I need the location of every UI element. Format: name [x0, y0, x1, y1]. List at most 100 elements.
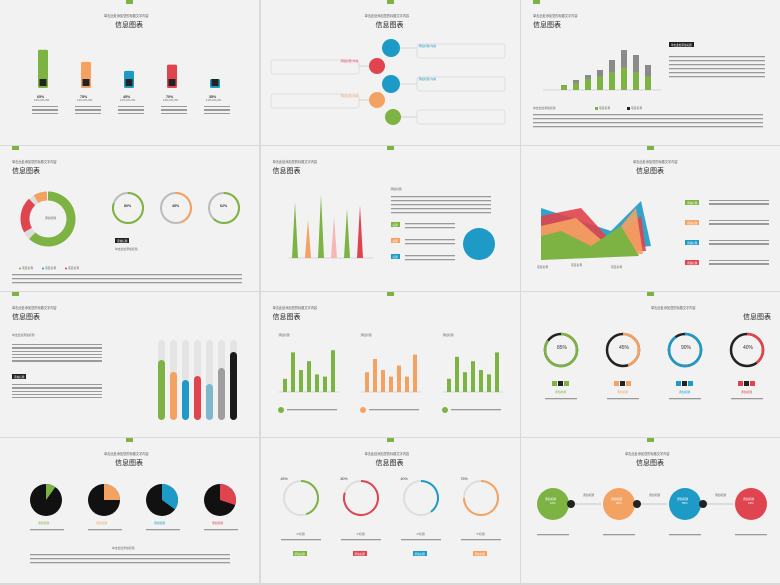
slide-title: 信息图表	[272, 168, 301, 175]
slide-tab	[647, 146, 654, 150]
pie-slice-2	[162, 484, 178, 510]
slide-tab	[12, 146, 19, 150]
arc-pct-3: 75%	[460, 477, 468, 481]
chart-1-bar-3	[388, 376, 393, 392]
gauge-text-0	[545, 398, 577, 400]
gauge-icon-1-2	[626, 381, 631, 386]
slide-12-process-circles[interactable]: 单击此处添加您的标题文字内容 信息图表 添加标题 10% 添加标题 添加标题 30% 添加…	[521, 438, 780, 583]
slide-subtitle: 单击此处添加您的标题文字内容	[533, 14, 578, 18]
slide-subtitle: 单击此处添加您的标题文字内容	[364, 452, 410, 456]
chart-2-bar-3	[470, 361, 475, 392]
spike-chart	[288, 195, 495, 261]
text-lines-2	[12, 384, 102, 400]
process-pct-1: 30%	[616, 501, 622, 505]
chart-icon-0	[277, 407, 284, 413]
bar-icon-0	[39, 79, 47, 86]
legend-a: 项目名称	[599, 106, 611, 110]
slide-subtitle: 单击此处添加您的标题文字内容	[651, 306, 696, 310]
arc-0	[300, 480, 319, 516]
chart-0-bar-4	[314, 374, 319, 392]
bar-pct-2: 45%	[123, 95, 131, 99]
arc-pct-2: 40%	[400, 477, 408, 481]
slide-5-spike-chart[interactable]: 单击此处添加您的标题文字内容 信息图表 添加标题 标题 标题 标题	[260, 146, 520, 291]
slide-title: 信息图表	[375, 22, 404, 29]
process-connector-2	[699, 500, 707, 508]
pie-text-2	[146, 529, 180, 531]
bar-pct-1: 75%	[80, 95, 88, 99]
arc-2	[420, 480, 439, 513]
bar-chart	[38, 49, 220, 88]
slide-tab	[386, 438, 394, 442]
arc-badge-0: 添加标题	[292, 551, 307, 556]
process-title-3: 添加标题	[743, 497, 755, 501]
slide-title: 信息图表	[272, 314, 301, 321]
chart-1-bar-6	[412, 354, 417, 392]
axis-label-3: 项目名称	[611, 265, 623, 269]
chart-1-bar-4	[396, 365, 401, 392]
gauge-pct-0: 85%	[557, 345, 568, 351]
process-title-0: 添加标题	[545, 497, 557, 501]
tag-line	[404, 223, 455, 225]
pie-label-3: 添加标题	[212, 521, 224, 525]
area-tag-1: 添加标题	[685, 220, 700, 225]
slide-9-ring-gauges[interactable]: 单击此处添加您的标题文字内容 信息图表 85% 添加标题 45% 添加标题 90% 添加标…	[521, 292, 780, 437]
text-line	[390, 204, 491, 206]
bar-text-2	[118, 106, 144, 116]
process-text-1	[603, 534, 635, 536]
slide-title: 信息图表	[636, 460, 664, 467]
tag-line	[404, 255, 455, 257]
slide-7-tube-chart[interactable]: 单击此处添加您的标题文字内容 信息图表 单击此处添加标题 添加标题	[0, 292, 259, 437]
slide-2-process-infographic[interactable]: 单击此处添加您的标题文字内容 信息图表 添加标题 内容 添加标题 内容 添加标题…	[260, 0, 520, 145]
footer-line	[12, 278, 242, 280]
slide-tab	[533, 0, 540, 4]
legend-1: 项目名称	[22, 266, 34, 270]
text-line	[390, 196, 491, 198]
slide-4-donut-infographic[interactable]: 单击此处添加您的标题文字内容 信息图表 添加标题 80% 45% 62% 添加标题 …	[0, 146, 259, 291]
green-bar-4	[609, 72, 615, 90]
area-tag-2: 添加标题	[685, 240, 700, 245]
slide-6-3d-area-chart[interactable]: 单击此处添加您的标题文字内容 信息图表 添加标题 添加标题 添加标题 添加标题 项目名…	[521, 146, 780, 291]
legend-2: 项目名称	[45, 266, 57, 270]
slide-3-stacked-bar-chart[interactable]: 单击此处添加您的标题文字内容 信息图表 单击此处添加标题 项目名称 项目名称 单…	[521, 0, 780, 145]
ring-pct-1: 45%	[172, 204, 180, 208]
process-text-2	[669, 534, 701, 536]
legend-dot-1	[42, 267, 44, 270]
slide-11-arc-gauges[interactable]: 单击此处添加您的标题文字内容 信息图表 45% 2°标题 添加标题 80% 2°标题 添加…	[260, 438, 520, 583]
pie-text-0	[30, 529, 64, 531]
arc-badge-2: 添加标题	[412, 551, 427, 556]
bar-charts	[277, 350, 503, 413]
text-line	[390, 212, 491, 214]
slide-10-pie-charts[interactable]: 单击此处添加您的标题文字内容 信息图表 添加标题 添加标题 添加标题 添加标题 单击此…	[0, 438, 259, 583]
spike-4	[343, 209, 350, 258]
slide-8-triple-bar-charts[interactable]: 单击此处添加您的标题文字内容 信息图表 添加标题 添加标题 添加标题	[260, 292, 520, 437]
slide-subtitle: 单击此处添加您的标题文字内容	[625, 452, 670, 456]
bar-0	[38, 49, 48, 88]
tube-fill-0	[158, 360, 165, 420]
donut-red	[20, 198, 36, 233]
area-chart	[541, 201, 651, 260]
tube-fill-4	[206, 384, 213, 420]
slide-title: 信息图表	[636, 168, 664, 175]
slide-title: 信息图表	[115, 460, 143, 467]
process-diagram	[270, 39, 505, 125]
slide-tab	[12, 292, 19, 296]
spike-3	[330, 216, 337, 258]
gauge-arc-3	[746, 332, 765, 364]
process-circle-3	[735, 488, 767, 520]
arc-1	[342, 480, 379, 516]
arc-sublabel-0: 2°标题	[296, 532, 305, 536]
pie-text-1	[88, 529, 122, 531]
side-badge: 单击此处添加标题	[669, 42, 694, 47]
ring-pct-0: 80%	[124, 204, 132, 208]
arc-3	[462, 480, 499, 516]
gauge-icon-0-2	[564, 381, 569, 386]
process-connector-0	[567, 500, 575, 508]
chart-2-bar-2	[462, 372, 467, 392]
gauge-icon-2-2	[688, 381, 693, 386]
bar-text-4	[204, 106, 230, 116]
bar-label-1: 14%,0%,0%	[77, 98, 93, 102]
pie-label-0: 添加标题	[38, 521, 50, 525]
slide-1-bar-infographic[interactable]: 单击此处添加您的标题文字内容 信息图表 65% 14%,0%,0% 75% 14%,0…	[0, 0, 259, 145]
gauge-pct-1: 45%	[619, 345, 630, 351]
pie-label-1: 添加标题	[96, 521, 108, 525]
